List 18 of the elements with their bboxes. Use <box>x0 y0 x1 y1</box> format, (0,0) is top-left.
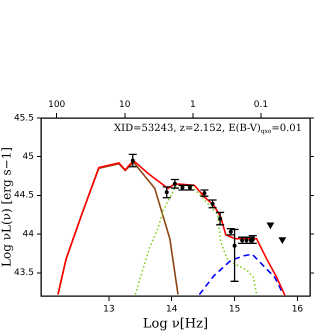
y-tick-label: 44 <box>22 229 34 240</box>
point <box>266 222 274 229</box>
line-series <box>198 253 284 296</box>
x2-tick-label: 0.1 <box>254 100 268 110</box>
y-tick-label: 44.5 <box>14 190 34 201</box>
y-tick-label: 45 <box>22 152 34 162</box>
x2-tick-label: 1 <box>190 100 196 110</box>
x2-tick-label: 10 <box>119 100 131 110</box>
x-tick-label: 14 <box>166 304 178 315</box>
x2-tick-label: 100 <box>48 100 66 110</box>
x-tick-label: 13 <box>103 304 115 315</box>
y-axis-title: Log νL(ν) [erg s−1] <box>0 147 14 267</box>
y-tick-label: 45.5 <box>14 113 34 124</box>
y-tick-label: 43.5 <box>14 268 34 278</box>
x-axis-title: Log ν[Hz] <box>142 316 208 332</box>
x-tick-label: 15 <box>228 304 240 315</box>
point <box>278 237 286 244</box>
x-tick-label: 16 <box>292 304 304 315</box>
